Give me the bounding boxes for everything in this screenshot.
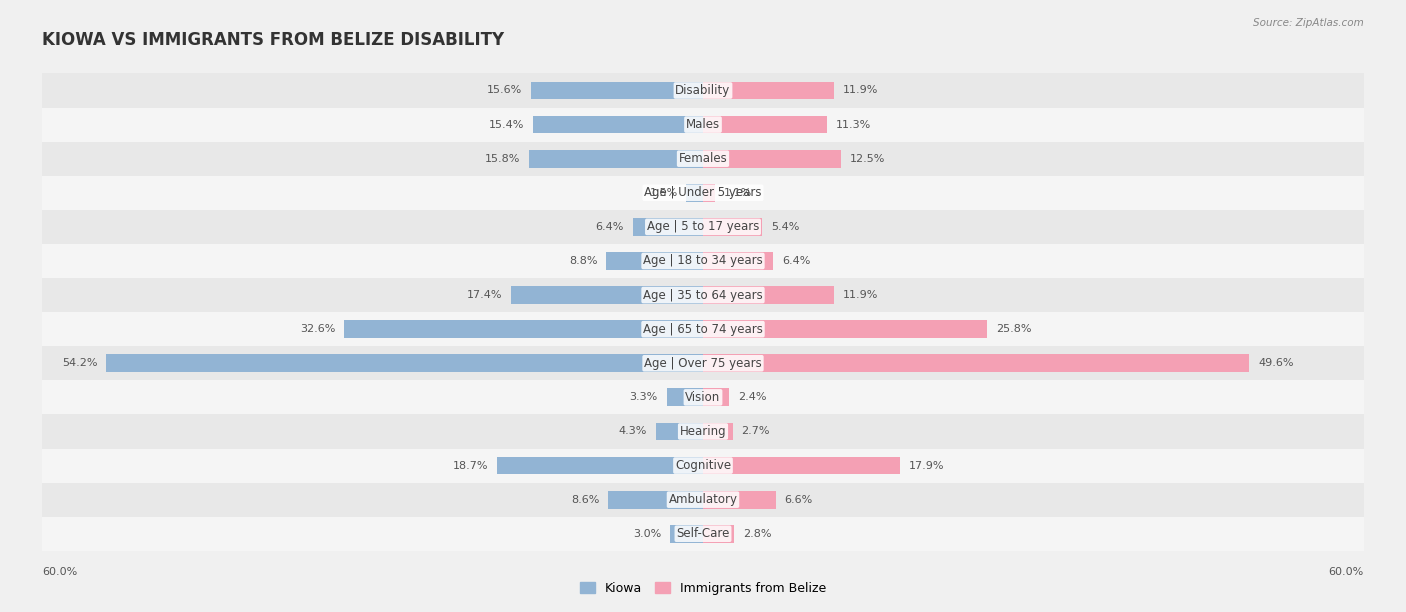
Text: Age | 18 to 34 years: Age | 18 to 34 years xyxy=(643,255,763,267)
Text: Age | 5 to 17 years: Age | 5 to 17 years xyxy=(647,220,759,233)
Bar xyxy=(533,116,703,133)
Text: 32.6%: 32.6% xyxy=(299,324,335,334)
Text: Age | Over 75 years: Age | Over 75 years xyxy=(644,357,762,370)
Bar xyxy=(42,346,1364,380)
Text: 6.6%: 6.6% xyxy=(785,494,813,505)
Text: 1.5%: 1.5% xyxy=(650,188,678,198)
Bar xyxy=(42,73,1364,108)
Text: 6.4%: 6.4% xyxy=(782,256,811,266)
Bar xyxy=(666,389,703,406)
Bar xyxy=(42,141,1364,176)
Legend: Kiowa, Immigrants from Belize: Kiowa, Immigrants from Belize xyxy=(575,577,831,600)
Text: 15.8%: 15.8% xyxy=(485,154,520,163)
Text: 6.4%: 6.4% xyxy=(595,222,624,232)
Text: 60.0%: 60.0% xyxy=(42,567,77,577)
Bar xyxy=(42,244,1364,278)
Text: Self-Care: Self-Care xyxy=(676,528,730,540)
Bar xyxy=(703,252,773,270)
Text: 15.6%: 15.6% xyxy=(486,86,523,95)
Bar xyxy=(703,81,834,99)
Text: 25.8%: 25.8% xyxy=(995,324,1032,334)
Bar xyxy=(703,491,776,509)
Bar xyxy=(42,517,1364,551)
Bar xyxy=(703,218,762,236)
Text: 11.9%: 11.9% xyxy=(842,86,879,95)
Text: Males: Males xyxy=(686,118,720,131)
Bar xyxy=(42,312,1364,346)
Text: 1.1%: 1.1% xyxy=(724,188,752,198)
Bar xyxy=(703,354,1250,372)
Text: 2.4%: 2.4% xyxy=(738,392,766,402)
Text: 15.4%: 15.4% xyxy=(489,119,524,130)
Text: Disability: Disability xyxy=(675,84,731,97)
Text: Age | 35 to 64 years: Age | 35 to 64 years xyxy=(643,289,763,302)
Bar xyxy=(655,423,703,440)
Text: 2.8%: 2.8% xyxy=(742,529,770,539)
Bar xyxy=(703,423,733,440)
Bar xyxy=(498,457,703,474)
Text: 11.9%: 11.9% xyxy=(842,290,879,300)
Text: 8.6%: 8.6% xyxy=(571,494,599,505)
Text: 12.5%: 12.5% xyxy=(849,154,884,163)
Bar xyxy=(344,320,703,338)
Text: Age | 65 to 74 years: Age | 65 to 74 years xyxy=(643,323,763,335)
Text: Females: Females xyxy=(679,152,727,165)
Text: 17.4%: 17.4% xyxy=(467,290,502,300)
Text: Age | Under 5 years: Age | Under 5 years xyxy=(644,186,762,200)
Text: 18.7%: 18.7% xyxy=(453,461,488,471)
Bar xyxy=(686,184,703,201)
Bar xyxy=(703,389,730,406)
Text: 11.3%: 11.3% xyxy=(837,119,872,130)
Bar xyxy=(105,354,703,372)
Bar xyxy=(531,81,703,99)
Bar xyxy=(703,286,834,304)
Bar xyxy=(42,210,1364,244)
Bar xyxy=(703,150,841,168)
Text: 8.8%: 8.8% xyxy=(569,256,598,266)
Bar xyxy=(42,176,1364,210)
Bar xyxy=(512,286,703,304)
Bar xyxy=(703,116,828,133)
Text: Ambulatory: Ambulatory xyxy=(668,493,738,506)
Text: 2.7%: 2.7% xyxy=(741,427,770,436)
Text: 49.6%: 49.6% xyxy=(1258,358,1294,368)
Bar xyxy=(529,150,703,168)
Bar xyxy=(42,483,1364,517)
Text: 60.0%: 60.0% xyxy=(1329,567,1364,577)
Bar xyxy=(669,525,703,543)
Bar xyxy=(42,414,1364,449)
Text: 5.4%: 5.4% xyxy=(772,222,800,232)
Text: Hearing: Hearing xyxy=(679,425,727,438)
Text: Source: ZipAtlas.com: Source: ZipAtlas.com xyxy=(1253,18,1364,28)
Text: 54.2%: 54.2% xyxy=(62,358,97,368)
Bar xyxy=(609,491,703,509)
Bar xyxy=(633,218,703,236)
Text: 3.3%: 3.3% xyxy=(630,392,658,402)
Text: Vision: Vision xyxy=(685,391,721,404)
Bar xyxy=(703,320,987,338)
Bar xyxy=(42,278,1364,312)
Bar xyxy=(703,457,900,474)
Text: KIOWA VS IMMIGRANTS FROM BELIZE DISABILITY: KIOWA VS IMMIGRANTS FROM BELIZE DISABILI… xyxy=(42,31,505,48)
Text: 4.3%: 4.3% xyxy=(619,427,647,436)
Text: 17.9%: 17.9% xyxy=(908,461,945,471)
Bar xyxy=(703,525,734,543)
Bar xyxy=(606,252,703,270)
Bar xyxy=(703,184,716,201)
Text: 3.0%: 3.0% xyxy=(633,529,661,539)
Bar xyxy=(42,449,1364,483)
Bar xyxy=(42,108,1364,141)
Bar xyxy=(42,380,1364,414)
Text: Cognitive: Cognitive xyxy=(675,459,731,472)
